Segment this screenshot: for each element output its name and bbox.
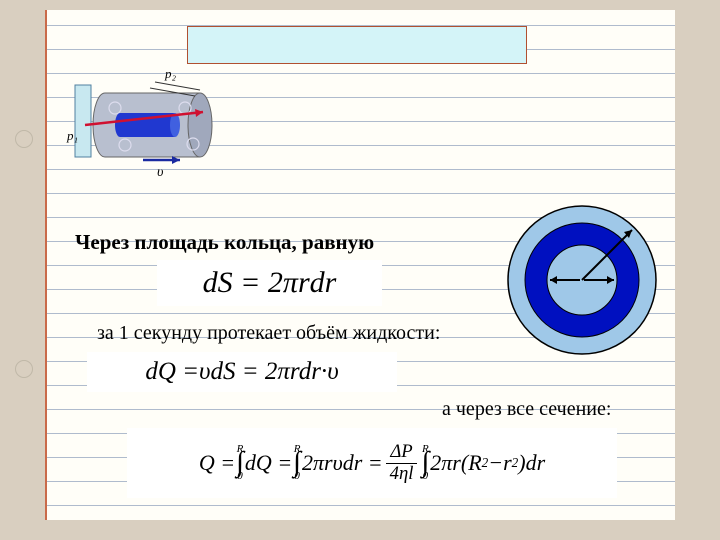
title-placeholder-box: [187, 26, 527, 64]
formula-Q-integral: Q = R∫0 dQ = R∫0 2πrυdr = ΔP4ηl R∫0 2πr(…: [127, 428, 617, 498]
p2-label: p₂: [164, 66, 177, 81]
pipe-flow-illustration: υ p₁ p₂: [65, 60, 235, 180]
formula-dS: dS = 2πrdr: [157, 260, 382, 306]
text-ring-area: Через площадь кольца, равную: [75, 230, 374, 255]
text-per-second: за 1 секунду протекает объём жидкости:: [97, 322, 440, 345]
text-full-section: а через все сечение:: [442, 398, 611, 421]
formula-dQ: dQ = υdS = 2πrdr·υ: [87, 352, 397, 392]
binder-hole: [15, 130, 33, 148]
notebook-page: υ p₁ p₂ Через площадь кольца, равную dS …: [45, 10, 675, 520]
binder-hole: [15, 360, 33, 378]
ring-cross-section: [502, 200, 662, 360]
v-label: υ: [157, 165, 163, 180]
p1-label: p₁: [66, 128, 78, 143]
